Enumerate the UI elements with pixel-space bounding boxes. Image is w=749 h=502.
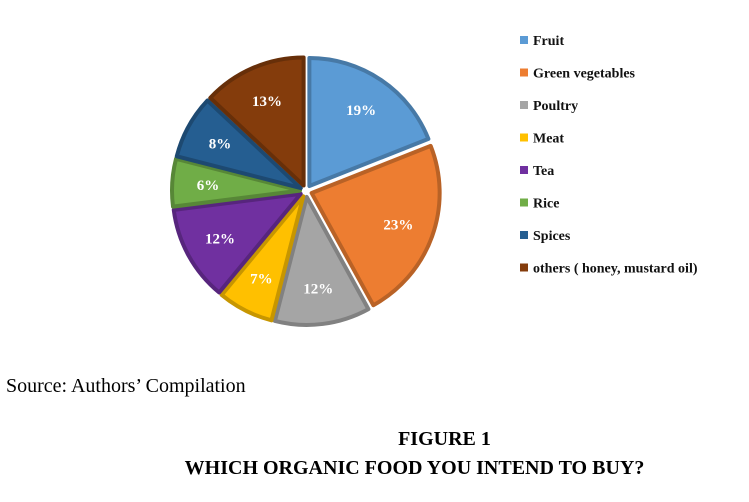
legend-swatch [520, 198, 528, 207]
legend-label: Poultry [533, 99, 578, 114]
data-label: 13% [252, 94, 282, 110]
pie-slice-rice [170, 156, 303, 209]
pie-slice-meat [219, 194, 306, 323]
legend-label: Meat [533, 132, 564, 147]
legend-swatch [520, 68, 528, 77]
legend-label: Green vegetables [533, 67, 636, 82]
legend-swatch [520, 231, 528, 239]
legend-label: Spices [533, 229, 571, 244]
data-label: 8% [209, 137, 232, 153]
source-note: Source: Authors’ Compilation [6, 375, 246, 397]
figure-number: FIGURE 1 [398, 428, 491, 450]
legend-swatch [520, 133, 528, 142]
chart-legend: Fruit Green vegetables Poultry Meat Tea Rice S… [520, 34, 698, 277]
pie-slice-others-honey-mustard-oil [208, 55, 306, 188]
figure-title: WHICH ORGANIC FOOD YOU INTEND TO BUY? [184, 457, 645, 479]
pie-slice-green-vegetables [309, 143, 442, 308]
pie-slice-fruit [307, 56, 431, 189]
data-label: 23% [383, 217, 413, 233]
data-label: 7% [250, 271, 273, 287]
legend-label: Tea [533, 164, 554, 179]
pie-slice-tea [171, 191, 303, 295]
pie-data-labels: 19% 23% 12% 7% 12% 6% 8% 13% [197, 94, 414, 297]
legend-swatch [520, 101, 528, 109]
data-label: 12% [303, 281, 333, 297]
legend-label: Fruit [533, 34, 564, 49]
data-label: 6% [197, 178, 220, 194]
legend-label: Rice [533, 197, 559, 212]
pie-slice-spices [174, 98, 303, 191]
pie-chart: 19% 23% 12% 7% 12% 6% 8% 13% Fruit Green vegetab… [170, 34, 698, 327]
legend-swatch [520, 36, 528, 44]
data-label: 12% [205, 231, 235, 247]
legend-label: others ( honey, mustard oil) [533, 262, 698, 277]
data-label: 19% [346, 103, 376, 119]
pie-slice-poultry [272, 194, 371, 327]
pie-slices [170, 55, 442, 327]
legend-swatch [520, 166, 528, 174]
legend-swatch [520, 263, 528, 272]
